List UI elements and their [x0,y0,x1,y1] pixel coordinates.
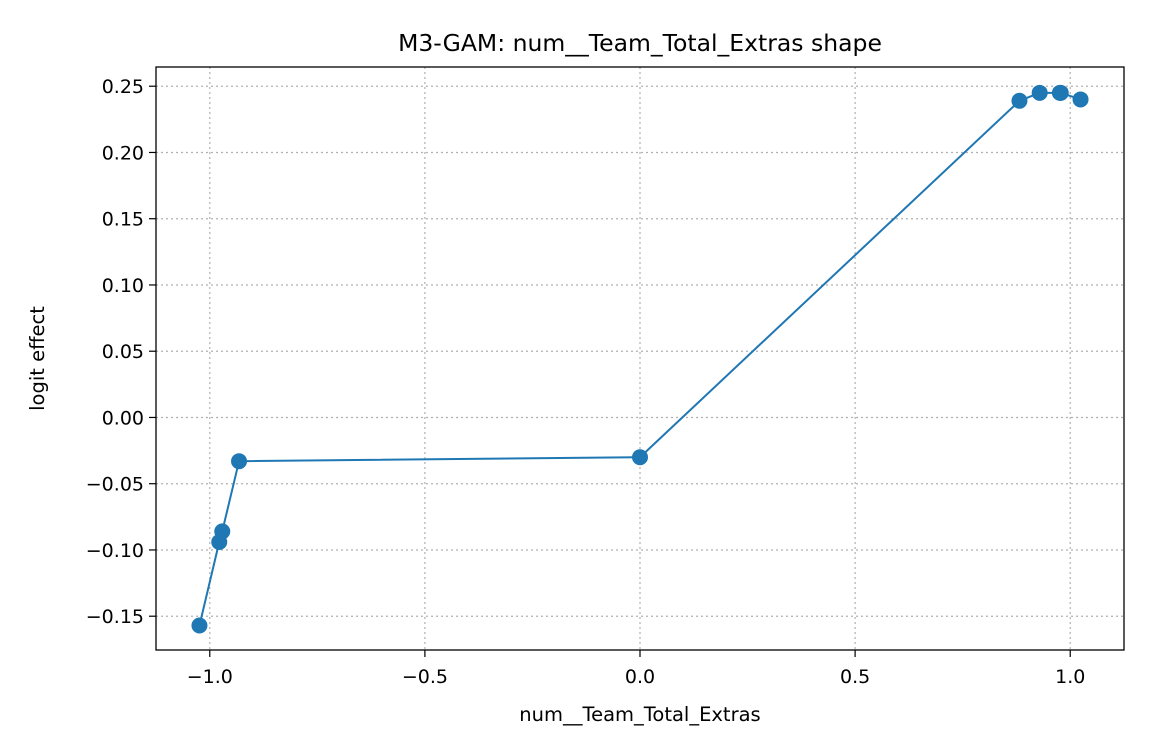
data-point [1011,92,1028,109]
y-tick-label: −0.10 [86,540,144,562]
x-axis-title: num__Team_Total_Extras [519,703,760,726]
data-point [191,617,208,634]
x-tick-label: −0.5 [402,666,448,688]
data-point [1052,84,1069,101]
chart-title: M3-GAM: num__Team_Total_Extras shape [398,29,882,57]
data-point [1072,91,1089,108]
y-tick-label: −0.05 [86,474,144,496]
data-point [632,449,648,466]
x-axis: −1.0 −0.5 0.0 0.5 1.0 [187,650,1085,688]
y-tick-label: −0.15 [86,606,144,628]
y-axis: −0.15 −0.10 −0.05 0.00 0.05 0.10 0.15 0.20 0.25 [86,76,156,628]
y-tick-label: 0.20 [102,142,144,164]
x-tick-label: 1.0 [1055,666,1085,688]
y-tick-label: 0.15 [102,209,144,231]
data-point [214,523,231,540]
y-tick-label: 0.25 [102,76,144,98]
series-layer [191,84,1089,634]
y-axis-title: logit effect [26,306,49,411]
data-point [231,453,248,470]
x-tick-label: −1.0 [187,666,233,688]
grid [156,67,1124,650]
y-tick-label: 0.05 [102,341,144,363]
y-tick-label: 0.00 [102,407,144,429]
y-tick-label: 0.10 [102,275,144,297]
x-tick-label: 0.5 [840,666,870,688]
x-tick-label: 0.0 [625,666,655,688]
data-point [1031,84,1048,101]
